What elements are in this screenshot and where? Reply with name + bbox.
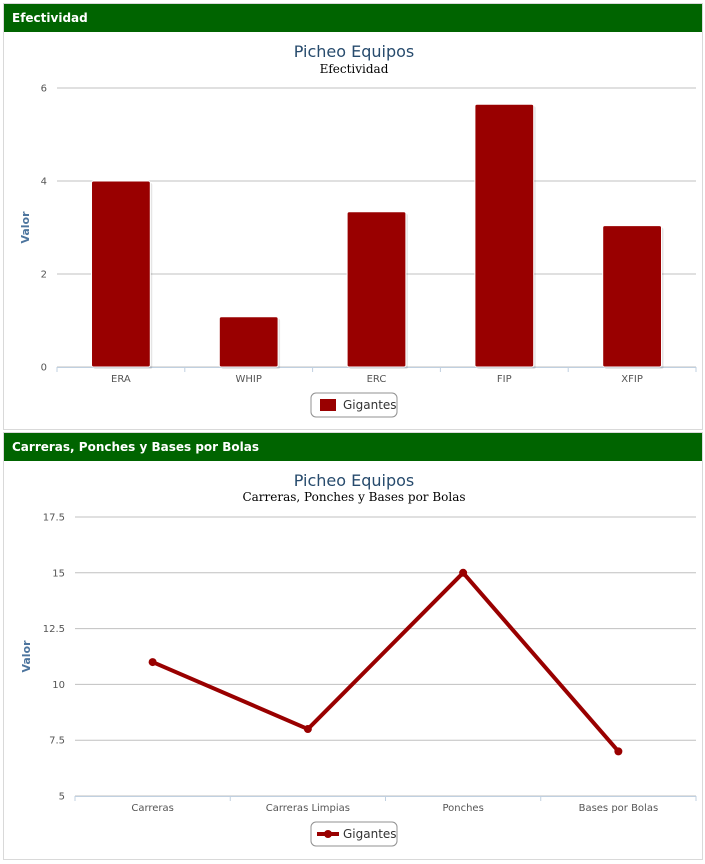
chart-subtitle: Efectividad	[320, 62, 389, 76]
x-tick-label: Bases por Bolas	[579, 803, 659, 814]
y-tick-label: 7.5	[49, 736, 65, 747]
chart-title: Picheo Equipos	[294, 471, 415, 490]
efectividad-panel: Efectividad Picheo Equipos Efectividad 0 2 4…	[3, 3, 703, 430]
bar[interactable]	[346, 211, 407, 368]
series-line	[151, 570, 620, 753]
x-tick-label: XFIP	[621, 374, 643, 385]
legend-label: Gigantes	[343, 398, 397, 412]
y-tick-label: 12.5	[43, 624, 65, 635]
legend[interactable]: Gigantes	[310, 821, 398, 847]
y-tick-label: 4	[41, 177, 47, 188]
y-axis-title: Valor	[19, 211, 32, 244]
legend-box	[310, 821, 398, 847]
chart-title: Picheo Equipos	[294, 42, 415, 61]
legend-symbol	[324, 830, 332, 838]
legend-label: Gigantes	[343, 827, 397, 841]
x-tick-label: WHIP	[236, 374, 262, 385]
y-axis-title: Valor	[20, 640, 33, 673]
y-tick-label: 6	[41, 84, 47, 95]
x-tick-label: Carreras	[131, 803, 174, 814]
data-point[interactable]	[148, 658, 157, 667]
data-point[interactable]	[459, 568, 468, 577]
y-tick-label: 0	[41, 363, 47, 374]
y-tick-label: 17.5	[43, 513, 65, 524]
legend-symbol	[320, 399, 336, 411]
data-point[interactable]	[614, 747, 623, 756]
panel-header: Efectividad	[4, 4, 702, 32]
chart-subtitle: Carreras, Ponches y Bases por Bolas	[242, 490, 465, 504]
y-tick-label: 5	[59, 792, 65, 803]
y-tick-label: 10	[52, 680, 65, 691]
y-tick-label: 2	[41, 270, 47, 281]
panel-header: Carreras, Ponches y Bases por Bolas	[4, 433, 702, 461]
bar[interactable]	[602, 225, 662, 368]
bar[interactable]	[474, 103, 535, 368]
data-point[interactable]	[303, 725, 312, 734]
y-tick-label: 15	[52, 568, 65, 579]
x-tick-label: ERA	[111, 374, 131, 385]
legend[interactable]: Gigantes	[310, 392, 398, 418]
bar[interactable]	[91, 180, 151, 368]
x-tick-label: Carreras Limpias	[266, 803, 350, 814]
x-tick-label: FIP	[497, 374, 512, 385]
bar[interactable]	[218, 316, 279, 368]
carreras-panel: Carreras, Ponches y Bases por Bolas Pich…	[3, 432, 703, 860]
x-tick-label: ERC	[367, 374, 387, 385]
x-tick-label: Ponches	[442, 803, 483, 814]
